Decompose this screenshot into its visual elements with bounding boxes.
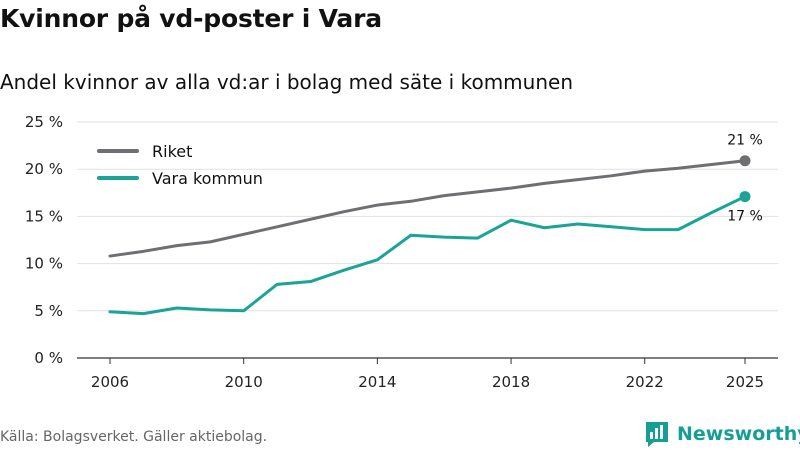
x-tick-label: 2010 [225, 373, 263, 391]
y-tick-label: 10 % [25, 255, 63, 273]
series-end-label: 17 % [727, 209, 763, 225]
x-tick-label: 2025 [726, 373, 764, 391]
y-tick-label: 0 % [34, 349, 63, 367]
chart-title: Kvinnor på vd-poster i Vara [0, 4, 382, 33]
newsworthy-logo: Newsworthy [644, 420, 800, 448]
brand-name: Newsworthy [677, 423, 800, 445]
x-tick-label: 2014 [358, 373, 396, 391]
y-tick-label: 25 % [25, 113, 63, 131]
x-tick-label: 2006 [91, 373, 129, 391]
x-tick-label: 2022 [626, 373, 664, 391]
series-end-label: 21 % [727, 133, 763, 149]
series-line-vara-kommun [108, 195, 747, 316]
legend-label: Vara kommun [152, 169, 263, 188]
newsworthy-logo-icon [646, 422, 668, 447]
series-line-riket [108, 159, 747, 258]
legend-label: Riket [152, 142, 192, 161]
chart-subtitle: Andel kvinnor av alla vd:ar i bolag med … [0, 70, 573, 94]
line-chart: 0 % 5 % 10 % 15 % 20 % 25 % 2006 2010 2014 2018 20… [25, 113, 778, 391]
y-tick-label: 5 % [34, 302, 63, 320]
y-tick-label: 15 % [25, 207, 63, 225]
series-end-marker [739, 155, 751, 167]
x-tick-label: 2018 [492, 373, 530, 391]
series-end-marker [739, 191, 751, 203]
source-note: Källa: Bolagsverket. Gäller aktiebolag. [0, 429, 268, 445]
y-tick-label: 20 % [25, 160, 63, 178]
